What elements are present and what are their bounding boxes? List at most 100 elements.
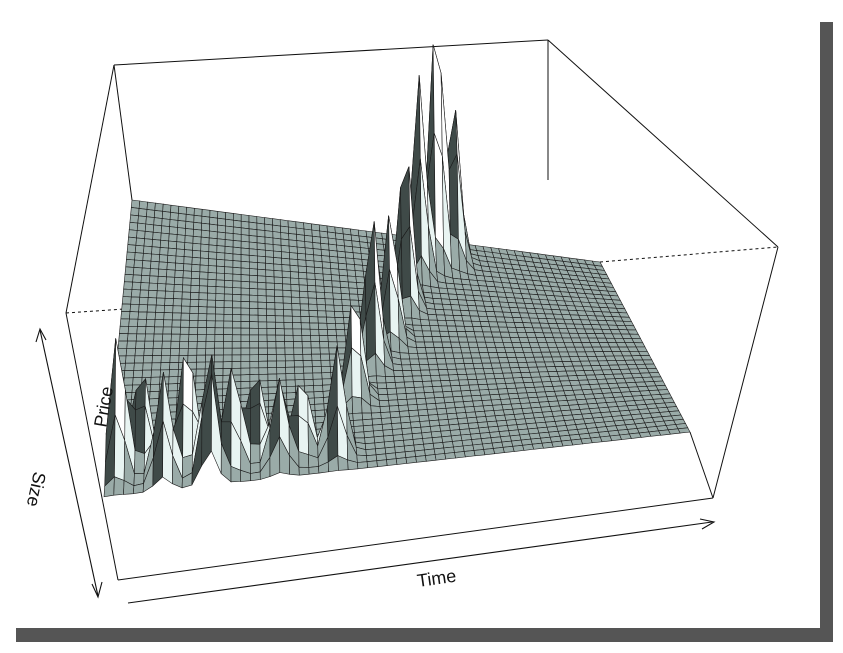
surface-facet (126, 244, 137, 253)
surface-facet (489, 357, 501, 364)
surface-facet (224, 239, 234, 248)
surface-facet (361, 412, 373, 421)
surface-facet (266, 341, 277, 349)
surface-facet (462, 357, 474, 364)
surface-facet (274, 308, 285, 317)
surface-facet (173, 291, 183, 300)
surface-facet (240, 227, 250, 236)
surface-facet (162, 319, 173, 328)
surface-facet (195, 368, 206, 377)
surface-facet (490, 362, 502, 369)
surface-facet (437, 363, 448, 371)
surface-facet (294, 372, 305, 381)
surface-facet (122, 288, 133, 298)
surface-facet (223, 313, 233, 322)
surface-facet (275, 328, 285, 336)
surface-facet (168, 233, 178, 243)
surface-facet (195, 375, 206, 384)
surface-facet (176, 241, 186, 250)
surface-facet (144, 223, 155, 233)
surface-facet (458, 341, 470, 348)
surface-facet (477, 347, 489, 354)
surface-facet (167, 390, 178, 399)
surface-facet (281, 264, 291, 272)
surface-facet (296, 240, 306, 249)
surface-facet (154, 311, 165, 321)
surface-facet (249, 327, 259, 336)
surface-facet (225, 212, 234, 221)
surface-facet (265, 282, 275, 291)
surface-facet (379, 405, 391, 413)
surface-facet (198, 285, 209, 294)
surface-facet (541, 441, 554, 449)
surface-facet (240, 260, 250, 269)
surface-facet (485, 341, 497, 348)
surface-facet (200, 229, 210, 239)
surface-facet (222, 354, 233, 363)
surface-facet (240, 240, 250, 250)
surface-facet (215, 279, 225, 288)
surface-facet (413, 330, 424, 337)
surface-facet (129, 303, 140, 313)
surface-facet (264, 230, 274, 239)
surface-facet (319, 236, 329, 245)
surface-facet (224, 252, 234, 261)
surface-facet (274, 302, 284, 310)
surface-facet (257, 295, 267, 303)
surface-facet (441, 341, 453, 348)
plot-box-front (65, 312, 714, 581)
surface-facet (419, 319, 431, 326)
surface-facet (644, 363, 657, 369)
surface-facet (301, 341, 312, 349)
surface-facet (130, 207, 140, 217)
surface-facet (214, 327, 225, 335)
surface-facet (205, 347, 215, 356)
surface-facet (160, 225, 170, 235)
size-axis-arrowhead-bottom (91, 581, 103, 599)
surface-facet (190, 277, 200, 287)
surface-facet (175, 255, 185, 265)
surface-facet (184, 228, 194, 237)
surface-facet (216, 231, 226, 240)
surface-facet (432, 341, 444, 348)
surface-facet (382, 429, 394, 437)
surface-facet (352, 419, 364, 427)
surface-facet (173, 284, 184, 293)
surface-facet (205, 327, 216, 335)
surface-facet (154, 319, 165, 328)
surface-facet (144, 340, 154, 349)
surface-facet (465, 331, 476, 338)
surface-facet (637, 350, 650, 356)
surface-facet (205, 354, 215, 363)
surface-facet (167, 240, 178, 250)
box-edge-left-vertical-back (113, 64, 133, 201)
axis-arrows (35, 327, 716, 604)
surface-facet (471, 394, 483, 402)
surface-facet (146, 304, 157, 313)
surface-facet (481, 362, 493, 369)
surface-facet (476, 378, 488, 386)
surface-facet (267, 360, 278, 369)
surface-facet (257, 281, 267, 290)
surface-facet (522, 443, 535, 451)
surface-facet (196, 334, 207, 342)
surface-facet (483, 448, 496, 456)
surface-facet (275, 321, 285, 330)
surface-facet (216, 245, 226, 254)
surface-facet (493, 372, 505, 380)
surface-facet (145, 216, 155, 226)
surface-facet (294, 366, 305, 374)
surface-facet (482, 404, 495, 412)
surface-facet (378, 394, 389, 401)
surface-facet (166, 262, 176, 271)
surface-facet (223, 320, 233, 329)
surface-facet (307, 291, 317, 299)
surface-facet (316, 304, 327, 312)
surface-facet (222, 361, 233, 369)
surface-facet (411, 369, 422, 377)
surface-facet (435, 358, 447, 365)
surface-facet (631, 338, 644, 344)
surface-facet (274, 289, 284, 298)
surface-facet (266, 321, 276, 329)
surface-facet (215, 293, 225, 302)
